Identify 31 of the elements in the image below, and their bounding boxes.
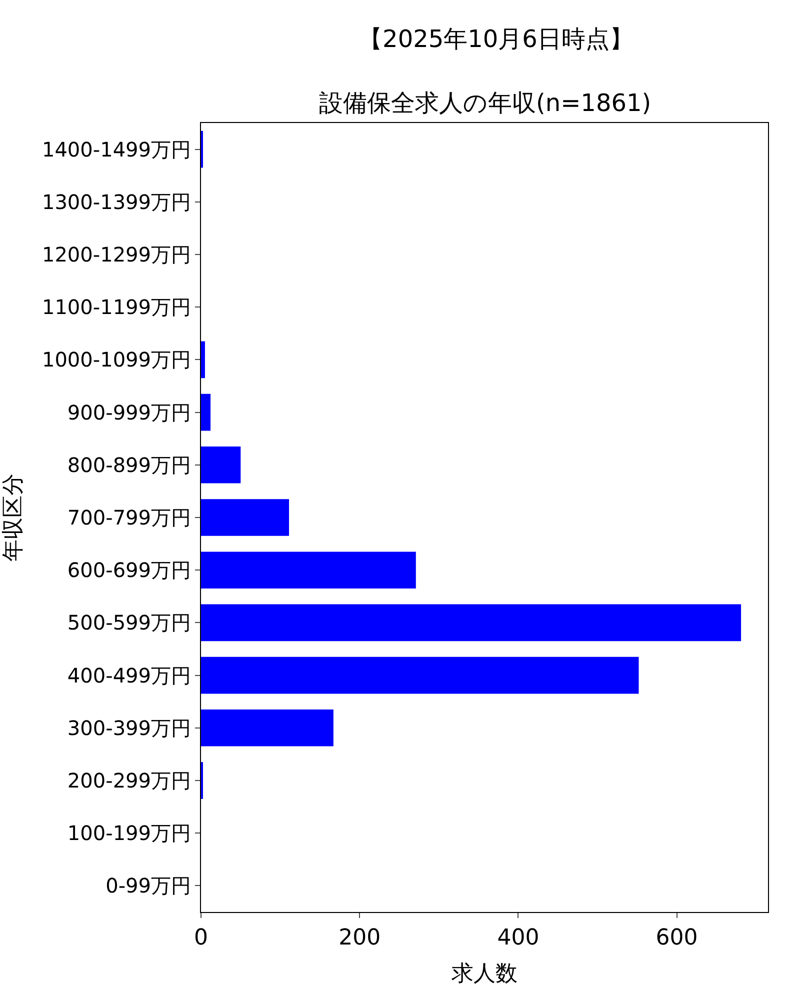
chart-subtitle: 設備保全求人の年収(n=1861)	[319, 89, 652, 117]
x-tick-label: 0	[194, 925, 208, 950]
bar	[201, 552, 416, 589]
y-axis-title: 年収区分	[0, 474, 26, 562]
y-tick-label: 500-599万円	[67, 610, 191, 635]
y-tick-label: 100-199万円	[67, 821, 191, 846]
bar	[201, 446, 241, 484]
y-tick-label: 900-999万円	[67, 400, 191, 424]
bar	[201, 604, 742, 642]
bar	[201, 656, 639, 694]
y-tick-label: 1300-1399万円	[42, 190, 191, 214]
y-tick-label: 400-499万円	[67, 663, 191, 688]
x-tick-label: 200	[338, 925, 381, 950]
bar	[201, 341, 205, 378]
y-tick-label: 1200-1299万円	[42, 242, 191, 266]
bar	[201, 709, 334, 746]
bar	[201, 394, 211, 431]
y-tick-label: 1000-1099万円	[42, 348, 191, 372]
y-tick-label: 0-99万円	[106, 874, 191, 898]
bar	[201, 499, 290, 536]
x-axis-title: 求人数	[452, 961, 518, 986]
y-tick-label: 700-799万円	[67, 506, 191, 530]
y-tick-label: 1100-1199万円	[42, 295, 191, 320]
x-tick-label: 600	[656, 925, 698, 950]
y-tick-label: 800-899万円	[67, 452, 191, 477]
chart-title: 【2025年10月6日時点】	[358, 24, 634, 53]
y-tick-label: 300-399万円	[67, 716, 191, 740]
y-tick-label: 600-699万円	[67, 558, 191, 582]
y-tick-label: 200-299万円	[67, 768, 191, 792]
x-tick-label: 400	[497, 925, 540, 950]
y-tick-label: 1400-1499万円	[42, 137, 191, 162]
